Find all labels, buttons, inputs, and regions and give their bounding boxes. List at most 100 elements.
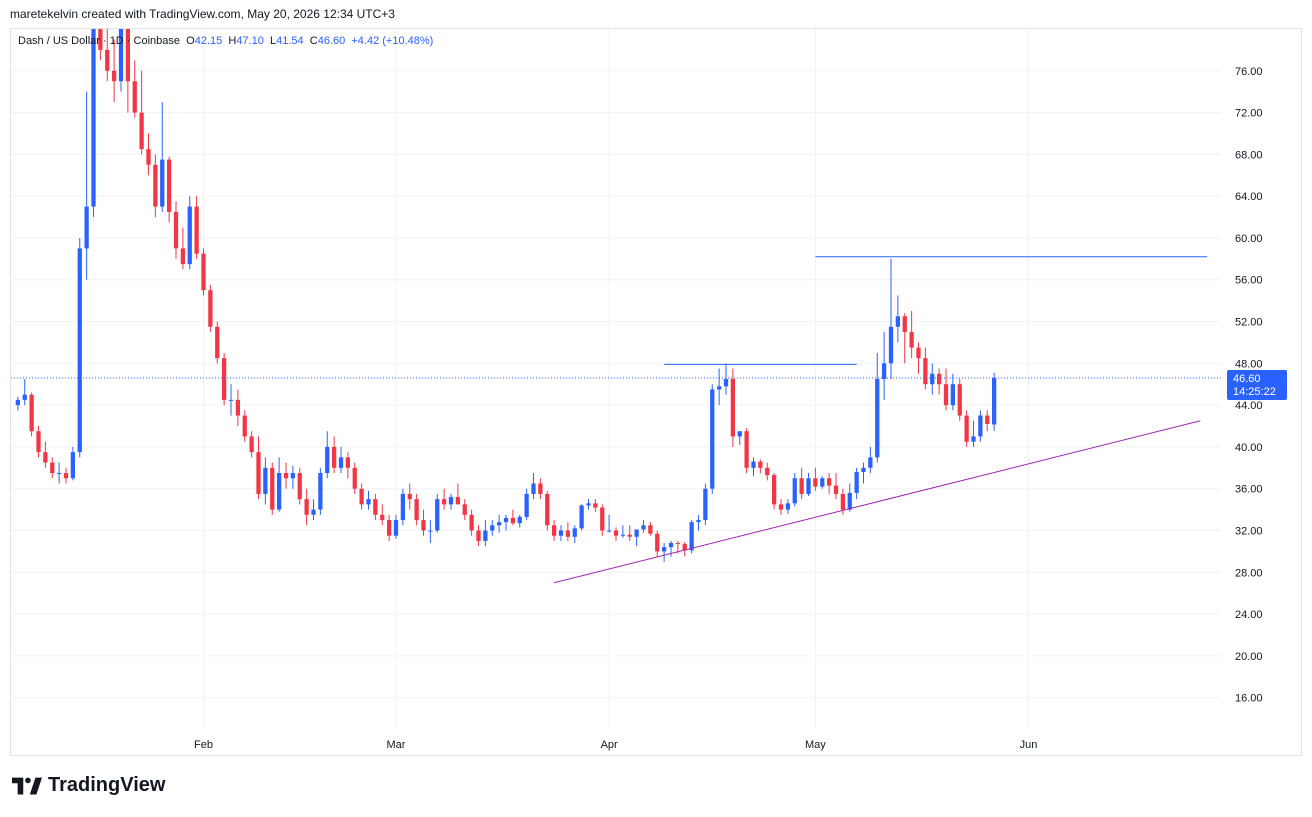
- y-tick-label: 24.00: [1235, 609, 1263, 621]
- open-value: 42.15: [194, 35, 223, 47]
- candle-body: [380, 514, 385, 521]
- candle-body: [888, 326, 894, 364]
- candle-body: [737, 431, 742, 437]
- candle-body: [235, 399, 241, 416]
- candle-body: [875, 379, 880, 458]
- candle-body: [758, 461, 763, 468]
- candle-body: [792, 478, 797, 504]
- candle-body: [751, 461, 756, 468]
- trend-line[interactable]: [554, 420, 1201, 584]
- candle-body: [249, 436, 254, 453]
- price-tag[interactable]: [1227, 369, 1287, 400]
- candle-body: [407, 493, 412, 500]
- candle-body: [215, 326, 220, 359]
- x-tick-label: Mar: [387, 739, 406, 751]
- candle-body: [221, 358, 227, 400]
- candle-body: [496, 522, 502, 526]
- low-label: L: [269, 35, 277, 47]
- candle-body: [730, 379, 736, 437]
- candle-body: [710, 389, 715, 489]
- low-value: 41.54: [276, 35, 304, 47]
- candle-body: [331, 446, 337, 468]
- candle-body: [400, 493, 406, 521]
- y-tick-label: 52.00: [1235, 317, 1263, 329]
- candle-body: [441, 499, 447, 505]
- candle-body: [132, 81, 137, 113]
- candle-body: [833, 485, 839, 494]
- candle-body: [682, 544, 687, 551]
- candle-body: [655, 533, 660, 552]
- price-tag-countdown: 14:25:22: [1233, 386, 1276, 398]
- candle-body: [125, 29, 131, 82]
- candle-body: [716, 386, 722, 390]
- candle-body: [283, 473, 289, 479]
- y-tick-label: 32.00: [1235, 525, 1263, 537]
- candle-body: [503, 517, 509, 523]
- candle-body: [490, 525, 495, 531]
- candle-body: [923, 358, 928, 385]
- candle-body: [579, 505, 584, 529]
- candle-body: [91, 29, 96, 207]
- candle-body: [517, 516, 522, 524]
- candlestick-chart[interactable]: 16.00 20.00 24.00 28.00 32.00 36.00 40.00 44.00…: [11, 29, 1301, 755]
- candle-body: [84, 206, 89, 249]
- candle-body: [393, 520, 399, 536]
- candle-body: [943, 384, 949, 406]
- candle-body: [359, 488, 364, 505]
- candle-body: [56, 473, 62, 475]
- candle-body: [29, 394, 34, 432]
- candle-body: [146, 149, 151, 165]
- candle-body: [139, 112, 144, 150]
- candles-group: [15, 29, 997, 562]
- candle-body: [297, 473, 302, 500]
- candle-body: [208, 290, 213, 327]
- tradingview-logo[interactable]: TradingView: [12, 774, 165, 797]
- x-tick-label: Jun: [1020, 739, 1038, 751]
- candle-body: [696, 520, 701, 523]
- x-tick-label: Apr: [601, 739, 618, 751]
- y-tick-label: 48.00: [1235, 358, 1263, 370]
- x-tick-label: May: [805, 739, 826, 751]
- candle-body: [565, 530, 571, 537]
- candle-body: [723, 379, 729, 387]
- close-value: 46.60: [317, 35, 346, 47]
- candle-body: [531, 483, 536, 494]
- candle-body: [455, 497, 461, 505]
- candle-body: [703, 488, 708, 521]
- candle-body: [153, 164, 158, 207]
- candle-body: [778, 504, 784, 510]
- candle-body: [421, 520, 426, 531]
- candle-body: [813, 478, 818, 487]
- candle-body: [765, 467, 770, 476]
- candle-body: [978, 415, 983, 437]
- candle-body: [971, 436, 976, 442]
- candle-body: [950, 384, 956, 406]
- candle-body: [187, 206, 192, 265]
- candle-body: [613, 530, 619, 536]
- candle-body: [43, 452, 48, 463]
- candle-body: [895, 316, 901, 327]
- chart-panel[interactable]: 16.00 20.00 24.00 28.00 32.00 36.00 40.00 44.00…: [10, 28, 1302, 756]
- candle-body: [166, 159, 172, 212]
- candle-body: [36, 431, 41, 453]
- candle-body: [256, 452, 261, 494]
- candle-body: [105, 49, 110, 71]
- candle-body: [964, 415, 969, 442]
- y-tick-label: 36.00: [1235, 484, 1263, 496]
- candle-body: [620, 534, 626, 536]
- candle-body: [63, 473, 69, 479]
- candle-body: [111, 70, 117, 82]
- candle-body: [263, 467, 268, 494]
- y-tick-label: 56.00: [1235, 275, 1263, 287]
- y-tick-label: 68.00: [1235, 149, 1263, 161]
- candle-body: [70, 452, 76, 479]
- y-tick-label: 20.00: [1235, 651, 1263, 663]
- y-tick-label: 44.00: [1235, 400, 1263, 412]
- candle-body: [325, 446, 330, 474]
- candle-body: [545, 493, 550, 526]
- candle-body: [600, 507, 605, 531]
- y-tick-label: 60.00: [1235, 233, 1263, 245]
- candle-body: [627, 534, 632, 537]
- chart-credit: maretekelvin created with TradingView.co…: [10, 7, 395, 21]
- y-tick-label: 72.00: [1235, 108, 1263, 120]
